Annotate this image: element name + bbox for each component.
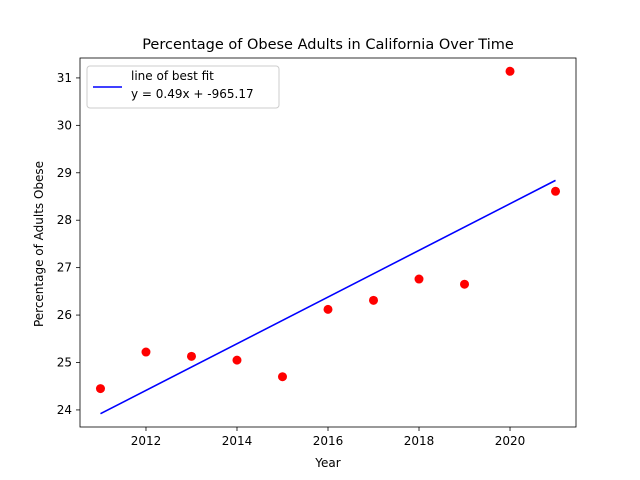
- data-point: [414, 274, 424, 284]
- axes-frame: [79, 57, 577, 428]
- x-tick-label: 2016: [313, 434, 344, 448]
- data-point: [369, 295, 379, 305]
- y-tick-label: 25: [57, 355, 72, 369]
- data-point: [323, 304, 333, 314]
- chart-title: Percentage of Obese Adults in California…: [142, 37, 514, 53]
- y-tick-label: 28: [57, 213, 72, 227]
- best-fit-line: [100, 179, 556, 415]
- data-point: [460, 279, 470, 289]
- data-point: [141, 347, 151, 357]
- x-tick-label: 2014: [222, 434, 253, 448]
- data-point: [95, 384, 105, 394]
- y-axis-label: Percentage of Adults Obese: [32, 161, 46, 327]
- y-tick-label: 30: [57, 118, 72, 132]
- data-point: [505, 66, 515, 76]
- x-tick-label: 2012: [131, 434, 162, 448]
- y-tick-label: 27: [57, 261, 72, 275]
- y-tick-label: 31: [57, 71, 72, 85]
- legend-box: [86, 65, 280, 109]
- y-tick-label: 26: [57, 308, 72, 322]
- data-point: [232, 355, 242, 365]
- legend-equation: y = 0.49x + -965.17: [131, 87, 254, 101]
- x-tick-label: 2020: [495, 434, 526, 448]
- y-tick-label: 24: [57, 403, 72, 417]
- legend-label: line of best fit: [131, 69, 214, 83]
- plot-area: 2012 2014 2016 2018 2020 24 25 26 27 28 29 30 31: [57, 57, 577, 448]
- y-tick-label: 29: [57, 166, 72, 180]
- data-point: [551, 186, 561, 196]
- x-axis-label: Year: [314, 456, 340, 470]
- data-point: [277, 372, 287, 382]
- legend: line of best fit y = 0.49x + -965.17: [86, 65, 280, 109]
- data-point: [186, 351, 196, 361]
- x-tick-label: 2018: [404, 434, 435, 448]
